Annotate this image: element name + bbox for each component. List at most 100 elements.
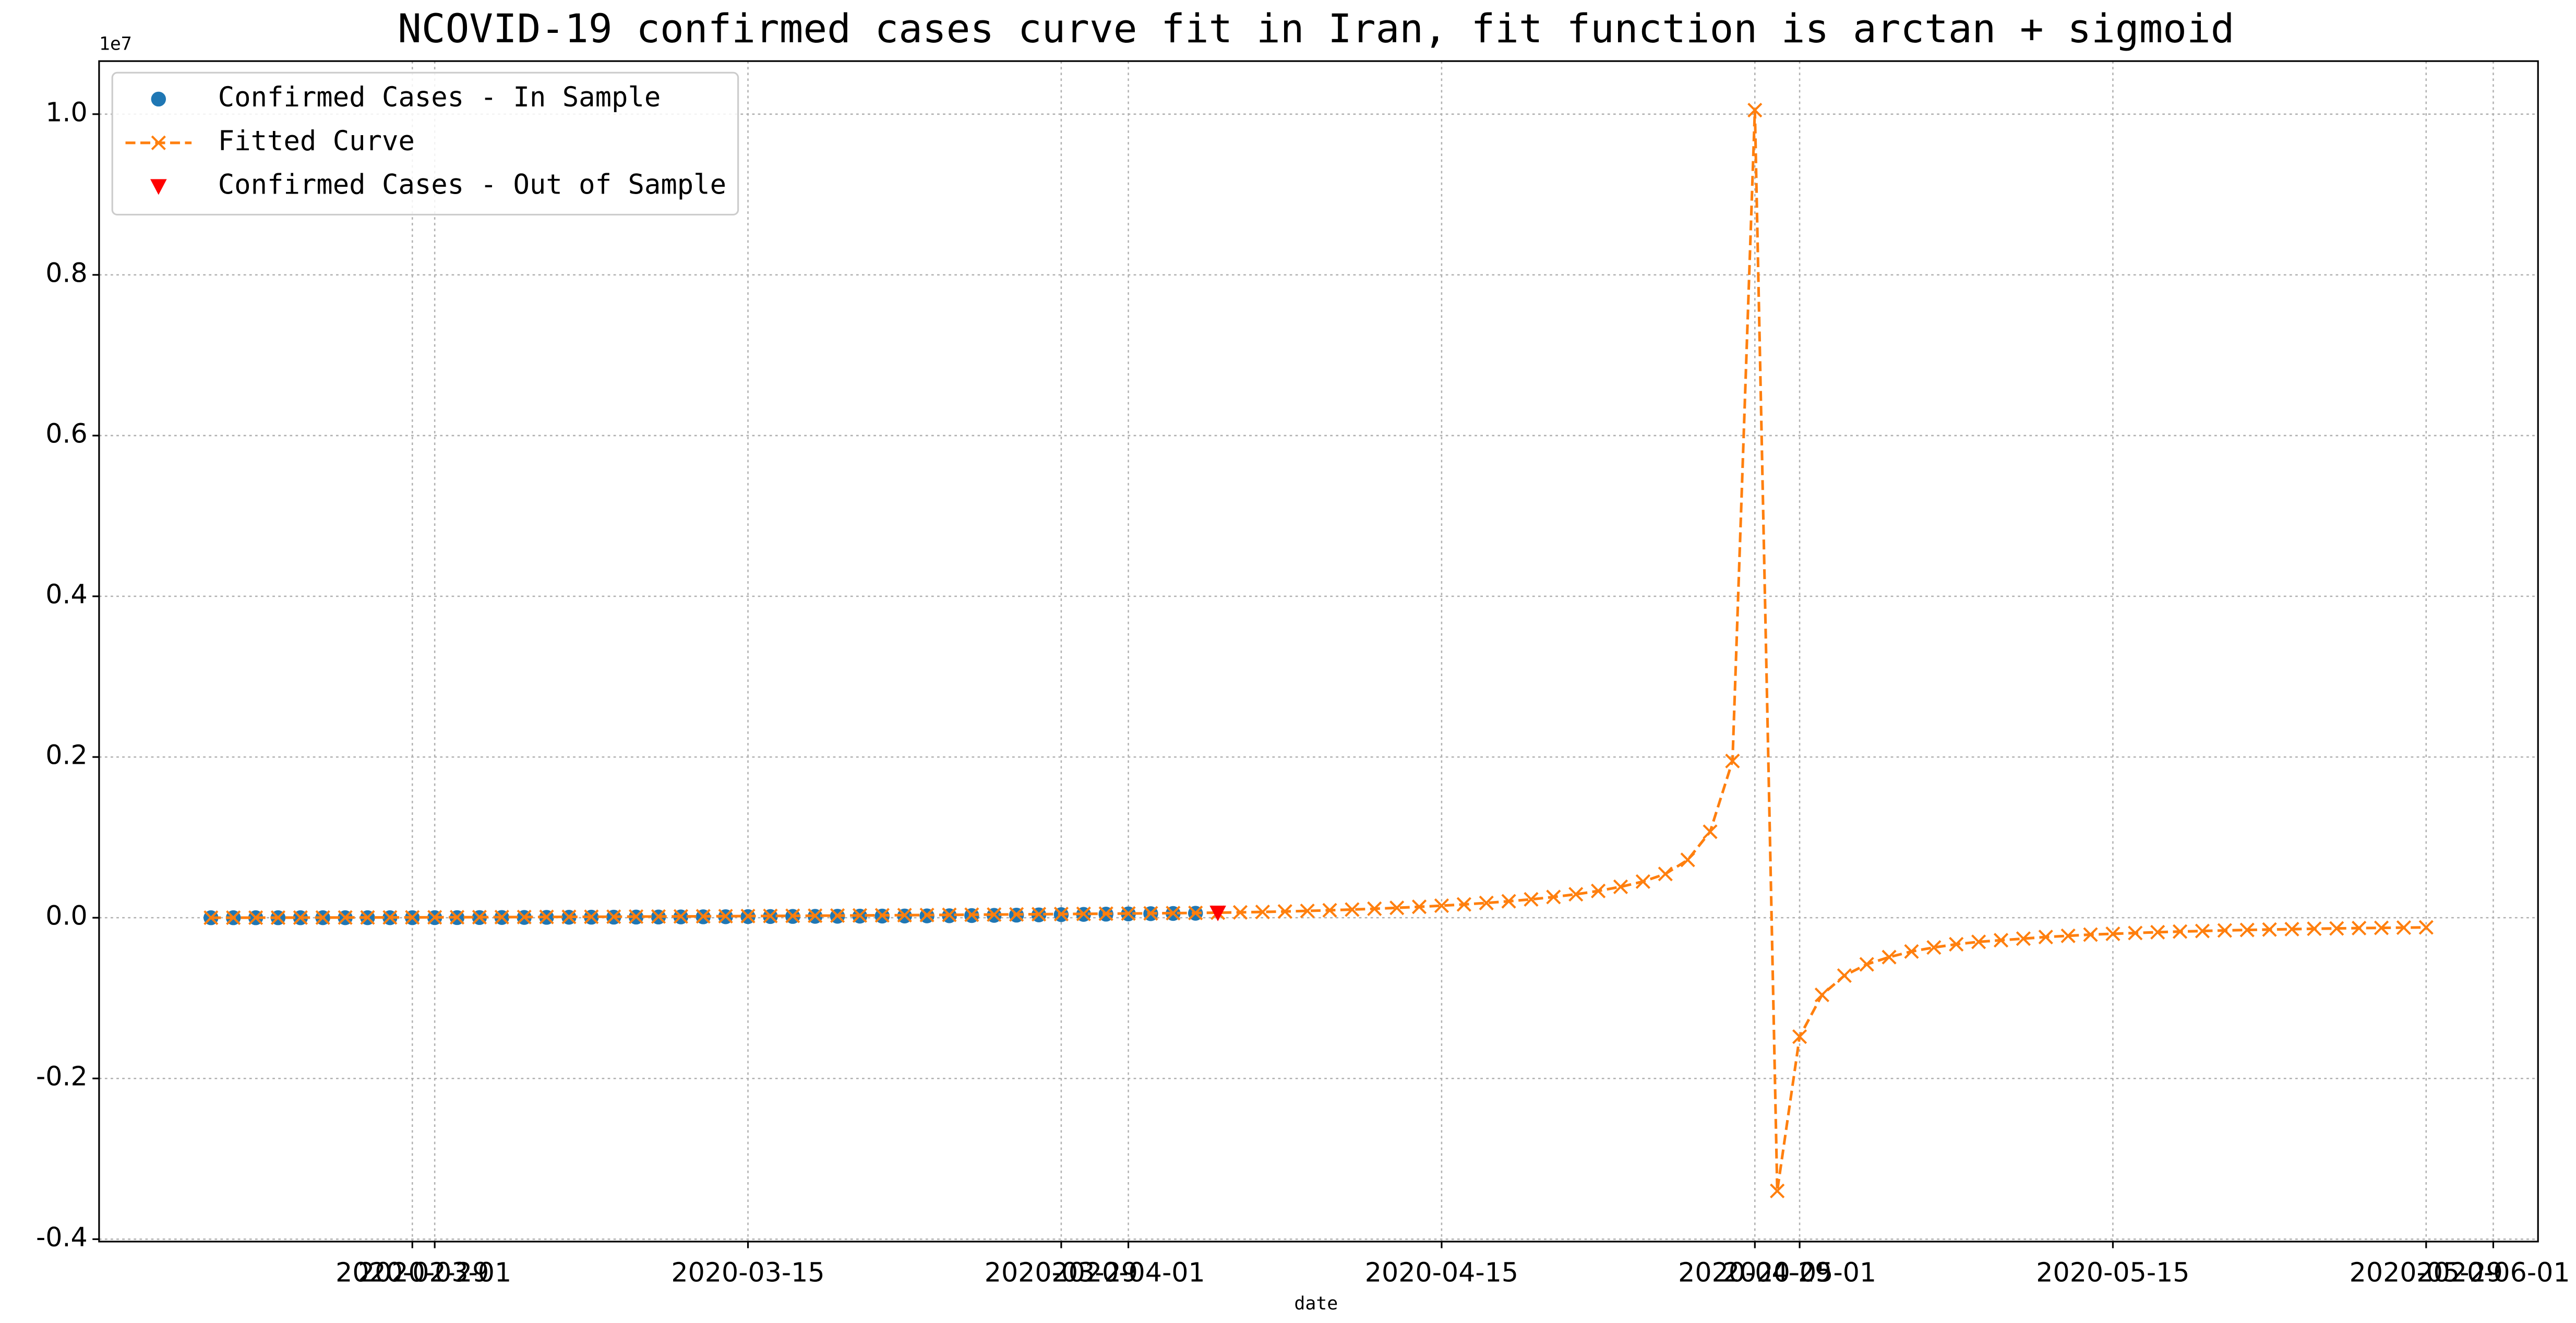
data-point bbox=[1232, 905, 1248, 920]
data-point bbox=[2128, 925, 2143, 941]
x-tick-label: 2020-03-29 bbox=[985, 1257, 1138, 1288]
data-point bbox=[606, 909, 621, 924]
x-tick-label: 2020-04-01 bbox=[1051, 1257, 1205, 1288]
data-point bbox=[651, 909, 666, 924]
series-line bbox=[211, 110, 2426, 1192]
data-point bbox=[1993, 933, 2009, 948]
data-point bbox=[338, 910, 353, 925]
data-point bbox=[1949, 936, 1964, 952]
data-point bbox=[1814, 987, 1830, 1003]
x-tick-label: 2020-02-29 bbox=[336, 1257, 489, 1288]
y-tick-label: -0.4 bbox=[36, 1222, 88, 1253]
y-tick-label: 0.8 bbox=[45, 257, 88, 288]
y-tick-label: 0.6 bbox=[45, 418, 88, 449]
data-point bbox=[852, 908, 868, 923]
data-point bbox=[1501, 894, 1516, 909]
x-tick-label: 2020-03-01 bbox=[358, 1257, 511, 1288]
data-point bbox=[2374, 920, 2389, 935]
data-point bbox=[1322, 903, 1337, 918]
data-point bbox=[785, 908, 800, 923]
data-point bbox=[1121, 906, 1136, 921]
data-point bbox=[1568, 887, 1584, 902]
data-point bbox=[897, 908, 912, 923]
data-point bbox=[1143, 906, 1158, 921]
data-point bbox=[874, 908, 890, 923]
data-point bbox=[942, 907, 957, 922]
data-point bbox=[1882, 949, 1897, 965]
data-point bbox=[1658, 867, 1673, 882]
data-point bbox=[964, 907, 979, 922]
y-tick-label: 0.4 bbox=[45, 579, 88, 610]
data-point bbox=[2195, 923, 2210, 939]
data-point bbox=[2352, 920, 2367, 936]
data-point bbox=[2083, 927, 2098, 942]
y-tick-label: 0.2 bbox=[45, 740, 88, 771]
data-point bbox=[1971, 934, 1986, 949]
data-point bbox=[2239, 922, 2255, 937]
data-point bbox=[1277, 904, 1292, 919]
legend-marker bbox=[151, 135, 166, 150]
data-point bbox=[1792, 1029, 1807, 1044]
data-point bbox=[226, 910, 241, 925]
data-point bbox=[1300, 903, 1315, 919]
data-point bbox=[1703, 824, 1718, 839]
data-point bbox=[1389, 900, 1405, 916]
data-point bbox=[315, 910, 330, 925]
data-point bbox=[494, 909, 509, 925]
data-point bbox=[2016, 931, 2031, 946]
data-point bbox=[1926, 940, 1942, 955]
data-point bbox=[449, 910, 465, 925]
data-point bbox=[1053, 906, 1069, 922]
data-point bbox=[740, 908, 756, 924]
x-tick-label: 2020-05-15 bbox=[2036, 1257, 2189, 1288]
data-point bbox=[293, 910, 308, 925]
data-point bbox=[2307, 921, 2322, 936]
x-tick-label: 2020-06-01 bbox=[2416, 1257, 2570, 1288]
legend-label: Fitted Curve bbox=[218, 126, 415, 157]
data-point bbox=[1009, 907, 1024, 922]
data-point bbox=[1770, 1183, 1785, 1199]
data-point bbox=[2105, 926, 2120, 942]
data-point bbox=[2284, 921, 2299, 937]
data-point bbox=[1166, 906, 1181, 921]
legend-marker bbox=[151, 91, 166, 107]
data-point bbox=[1411, 899, 1427, 915]
data-point bbox=[1456, 897, 1471, 912]
legend-label: Confirmed Cases - Out of Sample bbox=[218, 170, 726, 201]
legend-marker bbox=[150, 179, 167, 195]
data-point bbox=[1635, 874, 1650, 889]
data-point bbox=[2396, 920, 2412, 935]
data-point bbox=[1367, 901, 1382, 917]
data-point bbox=[1680, 852, 1695, 868]
data-point bbox=[1837, 968, 1852, 983]
data-point bbox=[2060, 928, 2076, 943]
data-point bbox=[1590, 883, 1606, 898]
data-point bbox=[1098, 906, 1113, 921]
y-tick-label: 0.0 bbox=[45, 900, 88, 931]
x-tick-label: 2020-04-29 bbox=[1678, 1257, 1831, 1288]
data-point bbox=[405, 910, 420, 925]
data-point bbox=[1031, 907, 1047, 922]
data-point bbox=[1209, 905, 1226, 922]
data-point bbox=[2329, 921, 2344, 936]
data-point bbox=[1345, 902, 1360, 917]
data-point bbox=[517, 909, 532, 924]
y-offset-label: 1e7 bbox=[99, 33, 132, 54]
data-point bbox=[1546, 889, 1561, 905]
data-point bbox=[987, 907, 1002, 922]
plot-frame bbox=[98, 60, 2539, 1243]
data-point bbox=[1255, 904, 1270, 920]
data-point bbox=[2262, 922, 2277, 937]
x-tick-label: 2020-05-29 bbox=[2350, 1257, 2503, 1288]
data-point bbox=[539, 909, 554, 924]
data-point bbox=[628, 909, 644, 924]
data-point bbox=[1479, 895, 1494, 910]
x-tick-label: 2020-04-15 bbox=[1365, 1257, 1518, 1288]
data-point bbox=[2418, 920, 2434, 935]
x-axis-label: date bbox=[1294, 1293, 1338, 1314]
data-point bbox=[427, 910, 442, 925]
data-point bbox=[561, 909, 577, 924]
data-point bbox=[2172, 924, 2188, 939]
